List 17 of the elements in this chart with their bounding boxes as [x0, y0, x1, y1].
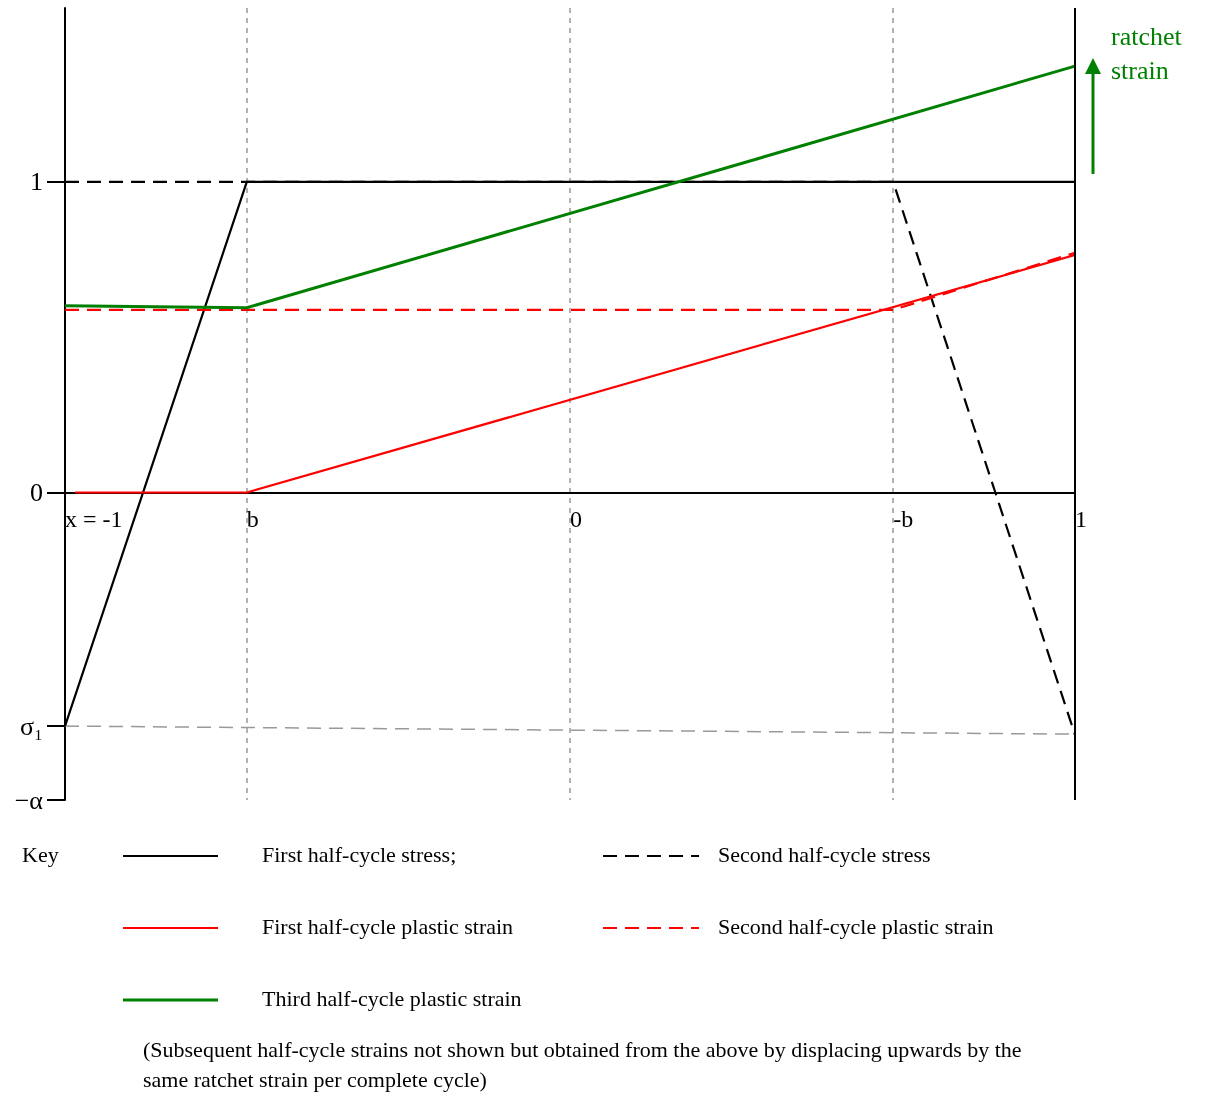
legend-label: Second half-cycle plastic strain	[718, 913, 994, 939]
y-tick-label: 1	[30, 167, 43, 197]
legend-label: Second half-cycle stress	[718, 841, 931, 867]
x-tick-label: -b	[893, 505, 914, 532]
x-tick-label: b	[246, 505, 259, 532]
annotation: ratchet strain	[1111, 20, 1183, 87]
legend-label: Third half-cycle plastic strain	[262, 985, 522, 1011]
y-tick-label: σ₁	[19, 711, 43, 741]
text: (Subsequent half-cycle strains not shown but obtained from the above by displacing upwards by the same ratchet strain per complete cycle)	[143, 1036, 1028, 1092]
x-tick-label: 1	[1075, 505, 1087, 532]
legend-title: Key	[22, 841, 59, 867]
x-tick-label: x = -1	[65, 505, 123, 532]
x-tick-label: 0	[570, 505, 582, 532]
y-tick-label: −α	[14, 785, 44, 815]
y-tick-label: 0	[30, 478, 43, 508]
legend-label: First half-cycle stress;	[262, 841, 457, 867]
legend-label: First half-cycle plastic strain	[262, 913, 514, 939]
